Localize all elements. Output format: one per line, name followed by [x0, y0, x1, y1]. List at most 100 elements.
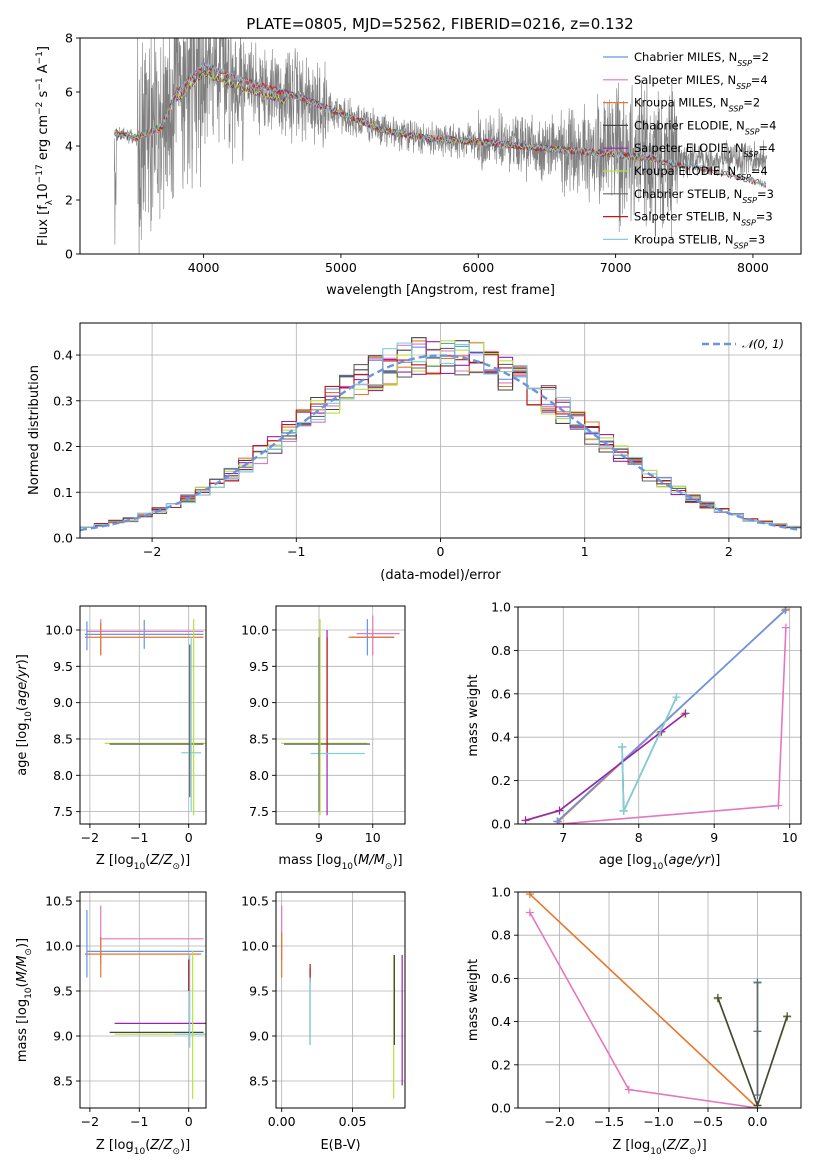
label-part: mass [log	[278, 853, 341, 868]
label-part: M/M	[358, 853, 385, 868]
y-axis-label: Flux [fλ10−17 erg cm−2 s−1 A−1]	[35, 46, 55, 246]
y-tick-label: 8.5	[53, 1074, 73, 1089]
age-vs-Z-error-bar	[84, 619, 204, 649]
legend-value: =4	[760, 118, 777, 132]
x-tick-label: 2	[725, 544, 733, 559]
legend-sub: SSP	[729, 104, 744, 113]
series-line-salpeter-miles	[559, 627, 787, 824]
label-part: )]	[180, 853, 190, 868]
legend-value: =2	[743, 96, 760, 110]
y-axis-label: mass [log10(M/M⊙)]	[15, 938, 34, 1062]
normal-distribution-curve	[80, 354, 801, 532]
axes-frame	[517, 606, 802, 825]
x-tick-label: 0	[185, 1114, 193, 1129]
label-part: )]	[710, 853, 720, 868]
series-line-salpeter-elodie	[525, 712, 686, 822]
legend-sub: SSP	[736, 81, 751, 90]
x-tick-label: −1	[130, 1114, 148, 1129]
y-tick-label: 0.8	[491, 928, 511, 943]
legend-sub: SSP	[745, 127, 760, 136]
y-tick-label: 1.0	[491, 600, 511, 615]
legend-text: Chabrier MILES, N	[634, 50, 737, 64]
y-tick-label: 0.4	[53, 348, 73, 363]
y-tick-label: 7.5	[53, 804, 73, 819]
y-tick-label: 0.3	[53, 393, 73, 408]
series-marker-kroupa-stelib	[619, 806, 628, 815]
y-tick-label: 10.0	[45, 939, 73, 954]
series-marker-chabrier-miles	[553, 817, 562, 824]
axes-massweight_vs_Z: −2.0 −1.5 −1.0 −0.5 0.0 0.0 0.2 0.4 0.6 0.8 1.0 Z […	[466, 885, 802, 1157]
legend-label: Chabrier STELIB, NSSP=3	[634, 187, 774, 205]
plot-area-age_vs_Z	[84, 619, 206, 816]
axes-residual_histogram: −2 −1 0 1 2 0.0 0.1 0.2 0.3 0.4 𝒩(0, 1) (data-model…	[27, 322, 802, 583]
legend-text: Chabrier ELODIE, N	[634, 118, 745, 132]
legend-label: Salpeter ELODIE, NSSP=4	[634, 141, 775, 159]
plot-area-spectrum	[113, 38, 767, 254]
series-marker-chabrier-stelib	[753, 1091, 762, 1100]
y-tick-label: 0.0	[53, 531, 73, 546]
y-tick-label: 9.5	[249, 659, 269, 674]
legend-label: Kroupa ELODIE, NSSP=4	[634, 164, 768, 182]
label-part: mass [log	[15, 999, 30, 1062]
legend-label: Salpeter MILES, NSSP=4	[634, 73, 768, 91]
plot-area-massweight_vs_age	[521, 607, 790, 824]
x-tick-label: −1	[130, 830, 148, 845]
legend-text: Chabrier STELIB, N	[634, 187, 742, 201]
axes-frame	[517, 891, 802, 1109]
figure-title: PLATE=0805, MJD=52562, FIBERID=0216, z=0…	[246, 15, 633, 33]
histogram-step-kroupa-stelib	[80, 342, 801, 528]
y-tick-label: 10.0	[241, 622, 269, 637]
y-tick-label: 7.5	[249, 804, 269, 819]
axes-frame	[79, 605, 207, 825]
series-marker-salpeter-elodie	[681, 709, 690, 718]
age-vs-Z-error-bar	[181, 636, 202, 811]
x-tick-label: 5000	[325, 260, 357, 275]
y-tick-label: 0.6	[491, 686, 511, 701]
y-tick-label: 0.0	[491, 1101, 511, 1116]
label-part: Z/Z	[149, 853, 173, 868]
y-tick-label: 10.0	[241, 939, 269, 954]
x-axis-label: age [log10(age/yr)]	[599, 853, 721, 872]
x-tick-label: 0	[437, 544, 445, 559]
y-tick-label: 0.2	[491, 1057, 511, 1072]
x-tick-label: 0.00	[268, 1114, 296, 1129]
series-marker-salpeter-miles	[781, 623, 790, 632]
legend-label: Kroupa STELIB, NSSP=3	[634, 232, 765, 250]
label-part: (	[662, 1138, 667, 1153]
legend-text: Salpeter MILES, N	[634, 73, 736, 87]
plot-area-mass_vs_EBV	[281, 905, 403, 1099]
series-marker-salpeter-miles	[624, 1085, 633, 1094]
x-axis-label: Z [log10(Z/Z⊙)]	[96, 1138, 190, 1157]
label-part: 10	[24, 987, 34, 999]
y-tick-label: 9.0	[53, 695, 73, 710]
y-axis-label: mass weight	[466, 674, 481, 756]
series-marker-salpeter-miles	[525, 908, 534, 917]
series-marker-chabrier-stelib	[753, 1027, 762, 1036]
label-part: (	[15, 982, 30, 987]
legend-text: Kroupa STELIB, N	[634, 232, 734, 246]
x-tick-label: −2	[81, 1114, 99, 1129]
frame-age_vs_Z: −2 −1 07.58.08.59.09.510.0Z [log10(Z/Z⊙)]a…	[15, 605, 207, 872]
label-part: age/yr	[15, 663, 30, 706]
label-part: 10	[24, 711, 34, 723]
y-tick-label: 0.1	[53, 485, 73, 500]
label-part: Z/Z	[666, 1138, 690, 1153]
label-part: Z [log	[96, 1138, 134, 1153]
label-part: 10	[652, 862, 664, 872]
y-tick-label: 9.0	[249, 1029, 269, 1044]
label-part: A	[36, 64, 51, 77]
x-tick-label: −1.5	[594, 1114, 624, 1129]
y-tick-label: 2	[65, 193, 73, 208]
label-part: ⊙	[172, 862, 180, 872]
y-tick-label: 9.0	[249, 695, 269, 710]
series-marker-kroupa-miles	[781, 607, 790, 614]
label-part: s	[36, 90, 51, 101]
label-part: Z [log	[96, 853, 134, 868]
x-tick-label: 4000	[188, 260, 220, 275]
x-axis-label: Z [log10(Z/Z⊙)]	[612, 1138, 706, 1157]
label-part: 10	[134, 1147, 146, 1157]
